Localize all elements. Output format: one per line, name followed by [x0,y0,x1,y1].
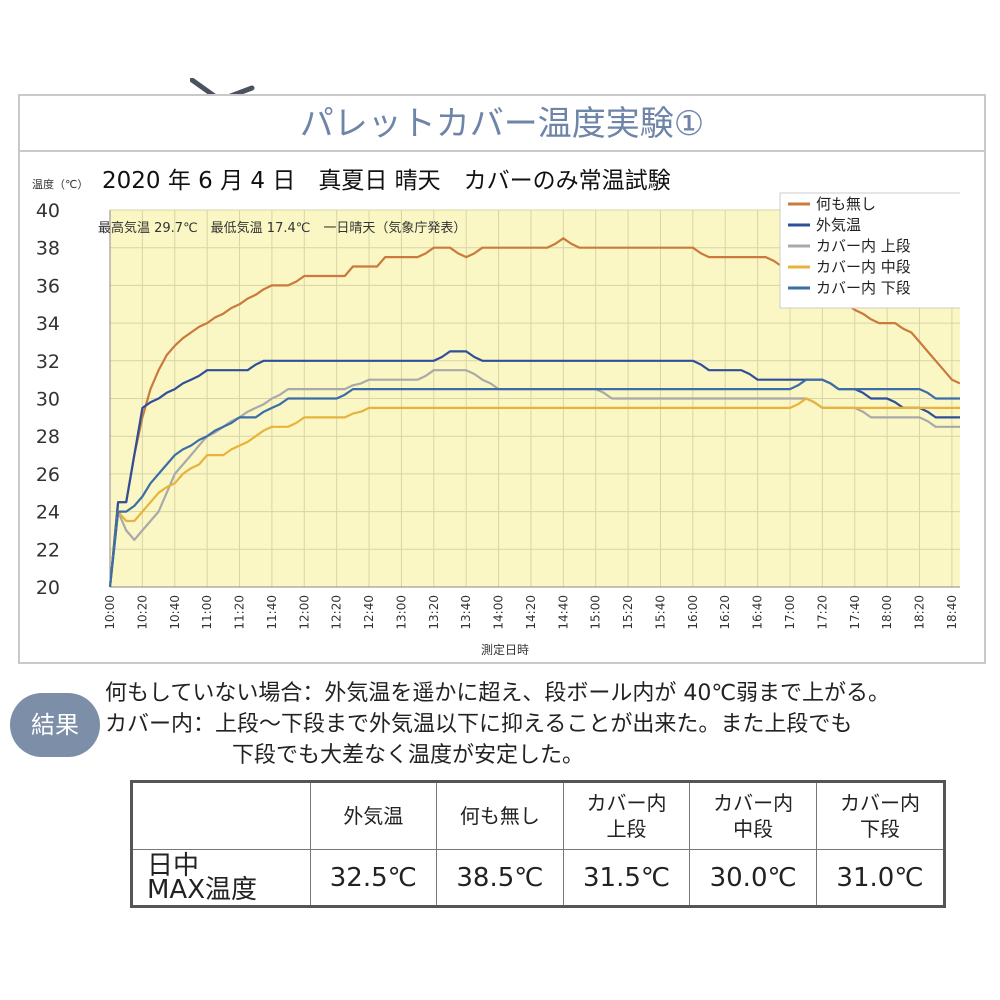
x-tick-label: 13:40 [459,595,473,630]
x-tick-label: 17:00 [783,595,797,630]
x-tick-label: 11:40 [265,595,279,630]
x-tick-label: 11:20 [233,595,247,630]
table-row-label: 日中 MAX温度 [131,849,311,907]
table-cell: 38.5℃ [436,849,564,907]
table-cell: 30.0℃ [689,849,817,907]
y-tick-label: 32 [36,351,60,373]
x-tick-label: 14:20 [524,595,538,630]
x-tick-label: 18:20 [913,595,927,630]
x-tick-label: 18:00 [880,595,894,630]
x-tick-label: 16:40 [751,595,765,630]
y-axis-label: 温度（℃） [32,177,88,191]
x-tick-label: 15:40 [653,595,667,630]
x-tick-label: 13:20 [427,595,441,630]
x-tick-label: 10:40 [168,595,182,630]
line-chart: 20 22 24 26 28 30 32 34 36 38 40 10:00 10:20 10:40 11:… [32,168,960,655]
table-cell: 32.5℃ [309,849,438,907]
table-cell: 31.0℃ [815,849,946,907]
y-tick-label: 38 [36,238,60,260]
x-tick-label: 12:20 [330,595,344,630]
legend-label: カバー内 上段 [816,237,911,255]
result-line-2: カバー内：上段～下段まで外気温以下に抑えることが出来た。また上段でも [105,712,853,737]
table-corner-cell [131,781,311,850]
x-tick-label: 17:20 [815,595,829,630]
y-tick-label: 20 [36,577,60,599]
y-tick-label: 34 [36,313,60,335]
x-axis-label: 測定日時 [481,642,529,655]
x-tick-label: 18:40 [945,595,959,630]
chart-title: 2020 年 6 月 4 日 真夏日 晴天 カバーのみ常温試験 [102,168,671,194]
x-tick-label: 17:40 [848,595,862,630]
table-row: 日中 MAX温度 32.5℃ 38.5℃ 31.5℃ 30.0℃ 31.0℃ [131,849,946,907]
y-tick-label: 36 [36,275,60,297]
x-tick-label: 11:00 [200,595,214,630]
table-header-cell: カバー内 中段 [689,781,817,850]
x-tick-label: 15:00 [589,595,603,630]
table-header-cell: カバー内 上段 [562,781,691,850]
x-tick-label: 16:20 [718,595,732,630]
result-line-3: 下段でも大差なく温度が安定した。 [232,743,585,768]
result-line-1: 何もしていない場合：外気温を遥かに超え、段ボール内が 40℃弱まで上がる。 [105,681,891,706]
legend-label: 何も無し [816,195,876,213]
table-header-row: 外気温 何も無し カバー内 上段 カバー内 中段 カバー内 下段 [131,781,946,850]
table-header-cell: カバー内 下段 [815,781,946,850]
table-header-cell: 何も無し [436,781,564,850]
x-tick-label: 15:20 [621,595,635,630]
x-tick-label: 10:20 [135,595,149,630]
table-cell: 31.5℃ [562,849,691,907]
legend-label: カバー内 下段 [816,279,911,297]
series-line-4 [108,397,960,588]
y-tick-label: 30 [36,389,60,411]
legend-label: カバー内 中段 [816,258,911,276]
series-line-5 [108,378,960,588]
y-tick-label: 22 [36,539,60,561]
legend-label: 外気温 [816,216,861,234]
y-tick-label: 24 [36,502,60,524]
max-temperature-table: 外気温 何も無し カバー内 上段 カバー内 中段 カバー内 下段 日中 MAX温度 32… [130,780,946,908]
x-tick-label: 14:40 [556,595,570,630]
y-tick-label: 40 [36,200,60,222]
result-text: 何もしていない場合：外気温を遥かに超え、段ボール内が 40℃弱まで上がる。 カバ… [105,678,985,771]
chart-subtitle: 最高気温 29.7℃ 最低気温 17.4℃ 一日晴天（気象庁発表） [98,220,466,236]
x-tick-label: 10:00 [103,595,117,630]
x-tick-label: 14:00 [492,595,506,630]
x-tick-label: 12:00 [297,595,311,630]
result-badge: 結果 [10,693,100,757]
y-tick-label: 26 [36,464,60,486]
y-tick-label: 28 [36,426,60,448]
page-title: パレットカバー温度実験① [20,96,984,152]
x-tick-label: 13:00 [394,595,408,630]
x-tick-label: 16:00 [686,595,700,630]
x-tick-label: 12:40 [362,595,376,630]
table-header-cell: 外気温 [309,781,438,850]
